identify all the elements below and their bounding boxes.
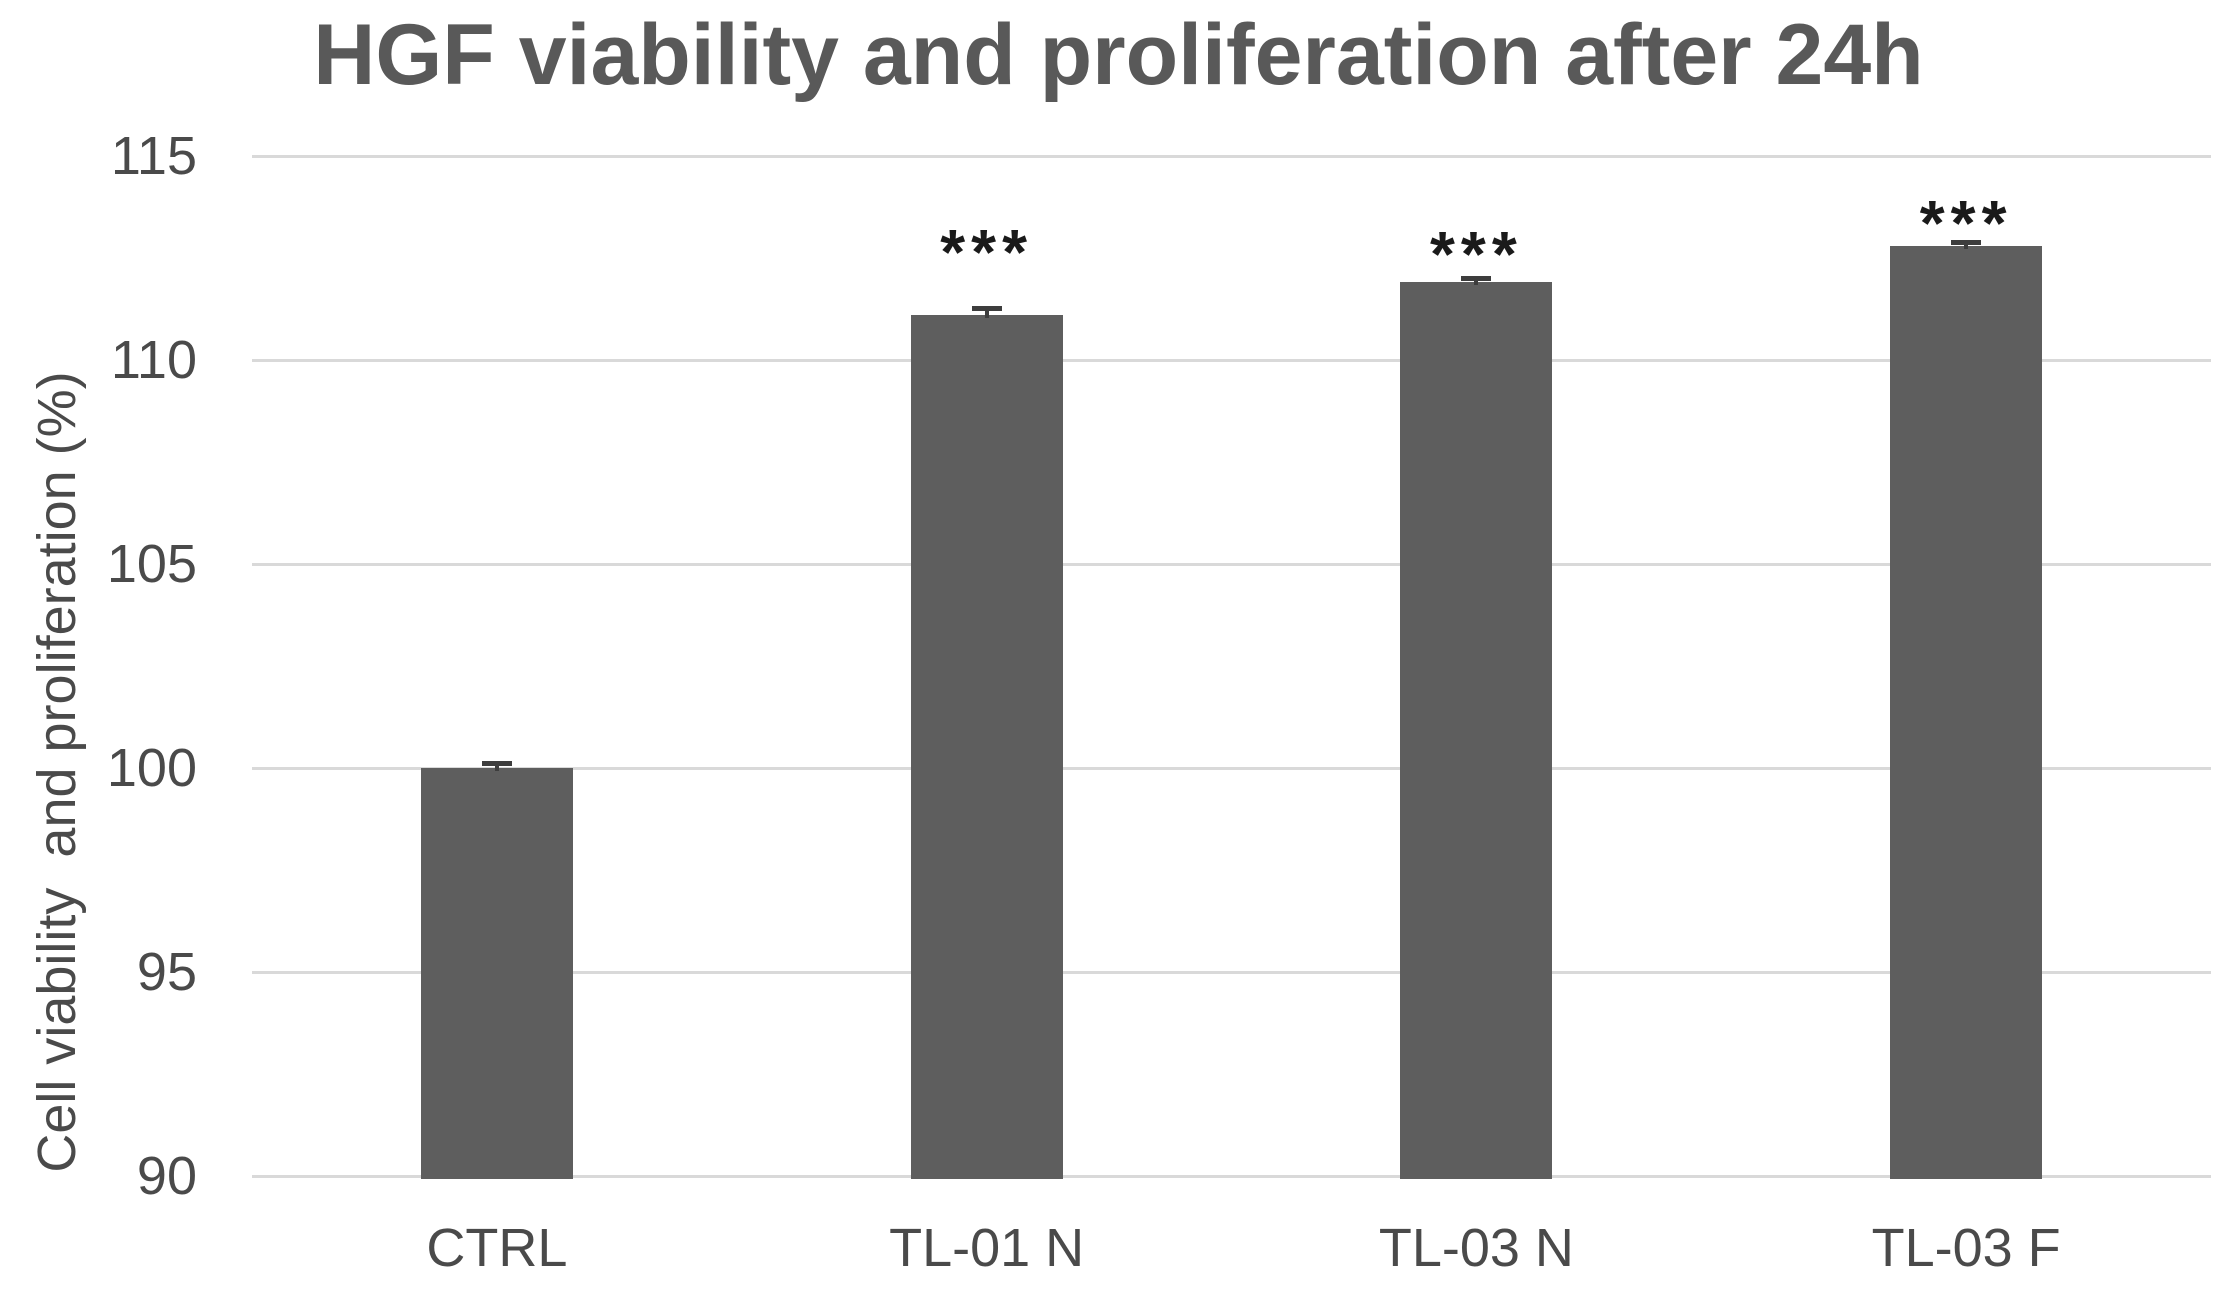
y-tick-label-90: 90 bbox=[136, 1146, 197, 1206]
error-bar-stem-tl-03-n bbox=[1474, 277, 1479, 286]
significance-stars-tl-01-n: *** bbox=[940, 215, 1033, 288]
y-tick-label-95: 95 bbox=[136, 942, 197, 1002]
error-bar-cap-tl-03-f bbox=[1951, 239, 1982, 245]
bar-tl-03-n bbox=[1400, 282, 1553, 1179]
bar-ctrl bbox=[420, 768, 573, 1179]
y-tick-label-115: 115 bbox=[110, 126, 197, 186]
x-category-label-tl-01-n: TL-01 N bbox=[889, 1218, 1085, 1278]
error-bar-stem-tl-03-f bbox=[1964, 241, 1969, 249]
error-bar-cap-ctrl bbox=[481, 761, 512, 767]
error-bar-cap-tl-01-n bbox=[971, 305, 1002, 311]
chart-title: HGF viability and proliferation after 24… bbox=[313, 7, 1924, 103]
y-tick-label-100: 100 bbox=[106, 738, 197, 798]
x-category-label-ctrl: CTRL bbox=[426, 1218, 568, 1278]
x-category-label-tl-03-n: TL-03 N bbox=[1378, 1218, 1574, 1278]
y-tick-label-105: 105 bbox=[106, 534, 197, 594]
gridline-115 bbox=[252, 155, 2211, 158]
error-bar-stem-ctrl bbox=[494, 763, 499, 771]
gridline-95 bbox=[252, 971, 2211, 974]
gridline-110 bbox=[252, 359, 2211, 362]
y-tick-label-110: 110 bbox=[110, 330, 197, 390]
gridline-90 bbox=[252, 1175, 2211, 1178]
significance-stars-tl-03-f: *** bbox=[1919, 187, 2013, 260]
error-bar-cap-tl-03-n bbox=[1461, 275, 1492, 281]
gridline-105 bbox=[252, 563, 2211, 566]
x-category-label-tl-03-f: TL-03 F bbox=[1871, 1218, 2061, 1278]
bar-tl-01-n bbox=[910, 315, 1063, 1179]
error-bar-stem-tl-01-n bbox=[984, 307, 989, 319]
significance-stars-tl-03-n: *** bbox=[1430, 217, 1523, 290]
gridline-100 bbox=[252, 767, 2211, 770]
bar-tl-03-f bbox=[1890, 245, 2043, 1179]
